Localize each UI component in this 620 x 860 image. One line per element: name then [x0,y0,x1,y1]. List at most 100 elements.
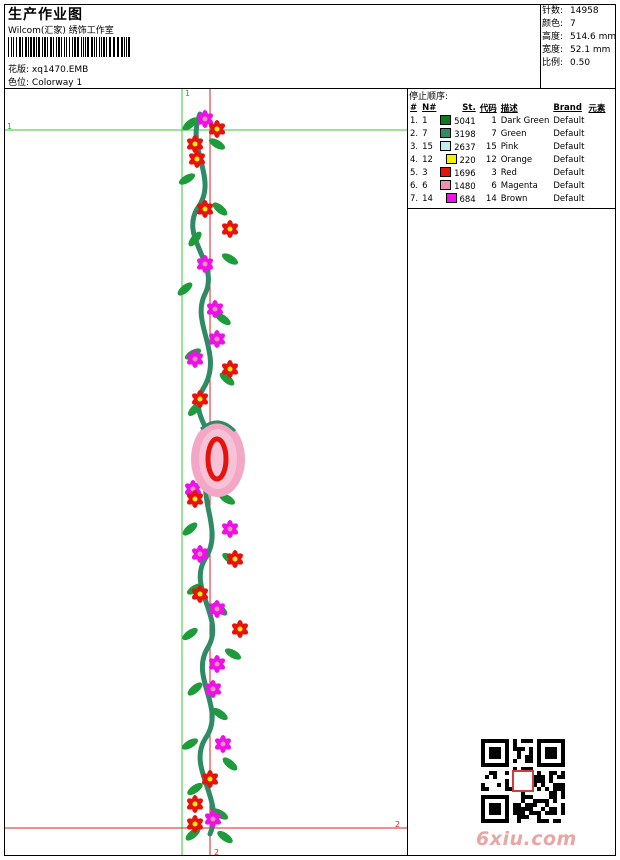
thread-brand: Default [553,141,585,152]
thread-row: 6. 6 1480 6 Magenta Default [408,179,607,192]
thread-stitches: 684 [438,192,477,205]
thread-header-cell: 描述 [500,103,518,114]
colorway-value: Colorway 1 [31,78,83,88]
stat-label: 颜色: [542,19,564,29]
central-rose [191,420,245,497]
thread-row: 1. 1 5041 1 Dark Green Default [408,114,607,127]
color-swatch [440,114,452,125]
design-file: 花版: xq1470.EMB [8,62,88,75]
thread-stitches: 2637 [438,140,477,153]
thread-brand: Default [553,193,585,204]
thread-index: 4. [410,154,419,165]
thread-element [586,179,607,192]
thread-header-cell: # [410,102,418,113]
thread-description: Magenta [500,180,538,191]
thread-element [586,166,607,179]
thread-code: 15 [485,141,497,152]
guide-marker-h1: 1 [7,122,12,131]
thread-description: Orange [500,154,533,165]
thread-index: 2. [410,128,419,139]
watermark-logo: 6xiu.com [476,828,577,850]
thread-header-cell: St. [462,102,476,113]
thread-row: 7. 14 684 14 Brown Default [408,192,607,205]
thread-index: 5. [410,167,419,178]
thread-description: Pink [500,141,519,152]
color-swatch [440,166,452,177]
stat-row: 比例: 0.50 [542,57,616,70]
thread-row: 3. 15 2637 15 Pink Default [408,140,607,153]
stat-value: 514.6 mm [570,32,617,42]
thread-needle: 12 [422,154,433,165]
design-file-value: xq1470.EMB [31,65,89,75]
stat-value: 0.50 [570,58,591,68]
thread-index: 7. [410,193,419,204]
stat-row: 颜色: 7 [542,18,616,31]
stat-row: 高度: 514.6 mm [542,31,616,44]
thread-description: Red [500,167,517,178]
stat-value: 14958 [570,6,599,16]
stat-value: 52.1 mm [570,45,611,55]
thread-header-cell: N# [422,102,437,113]
thread-header-cell: 代码 [479,103,497,114]
thread-stitches: 5041 [438,114,477,127]
stop-sequence-title: 停止顺序: [409,92,449,102]
embroidery-design-canvas: 1 1 2 2 [5,89,407,855]
thread-index: 1. [410,115,419,126]
studio-name: Wilcom(汇家) 绣饰工作室 [8,26,114,36]
thread-needle: 14 [422,193,433,204]
color-swatch [440,140,452,151]
thread-description: Dark Green [500,115,550,126]
thread-table-header: # N# St. 代码 描述 Brand 元素 [408,101,607,114]
thread-brand: Default [553,154,585,165]
thread-needle: 1 [422,115,428,126]
thread-needle: 15 [422,141,433,152]
header-divider [4,88,616,89]
stat-row: 宽度: 52.1 mm [542,44,616,57]
legend-bottom-rule [407,208,616,209]
thread-code: 1 [491,115,497,126]
thread-brand: Default [553,128,585,139]
thread-description: Green [500,128,527,139]
thread-stitches: 3198 [438,127,477,140]
stat-label: 比例: [542,58,564,68]
thread-element [586,127,607,140]
thread-needle: 7 [422,128,428,139]
page-frame [4,4,616,856]
thread-stitches: 1696 [438,166,477,179]
legend-divider [407,88,408,856]
thread-code: 6 [491,180,497,191]
guide-marker-v1: 1 [185,89,190,98]
thread-stitches: 220 [438,153,477,166]
stat-value: 7 [570,19,576,29]
colorway: 色位: Colorway 1 [8,75,82,88]
thread-header-cell: 元素 [588,103,606,114]
thread-element [586,192,607,205]
barcode [8,37,130,57]
thread-code: 7 [491,128,497,139]
color-swatch [445,192,457,203]
qr-code [481,739,565,823]
thread-element [586,153,607,166]
color-swatch [440,127,452,138]
thread-table: # N# St. 代码 描述 Brand 元素 1. 1 5041 1 Dark Green Def… [408,101,607,205]
color-swatch [445,153,457,164]
page-title: 生产作业图 [8,7,83,23]
stat-label: 宽度: [542,45,564,55]
stats-divider [540,4,541,88]
thread-brand: Default [553,115,585,126]
thread-row: 2. 7 3198 7 Green Default [408,127,607,140]
design-file-label: 花版: [8,65,30,75]
thread-header-cell: Brand [553,102,582,113]
thread-code: 12 [485,154,497,165]
colorway-label: 色位: [8,78,30,88]
design-stats: 针数: 14958 颜色: 7 高度: 514.6 mm 宽度: 52.1 mm 比例: 0.50 [542,5,616,70]
thread-needle: 6 [422,180,428,191]
thread-index: 6. [410,180,419,191]
stat-label: 针数: [542,6,564,16]
thread-description: Brown [500,193,528,204]
thread-index: 3. [410,141,419,152]
stat-label: 高度: [542,32,564,42]
thread-code: 14 [485,193,497,204]
guide-marker-h2: 2 [395,820,400,829]
thread-element [586,114,607,127]
